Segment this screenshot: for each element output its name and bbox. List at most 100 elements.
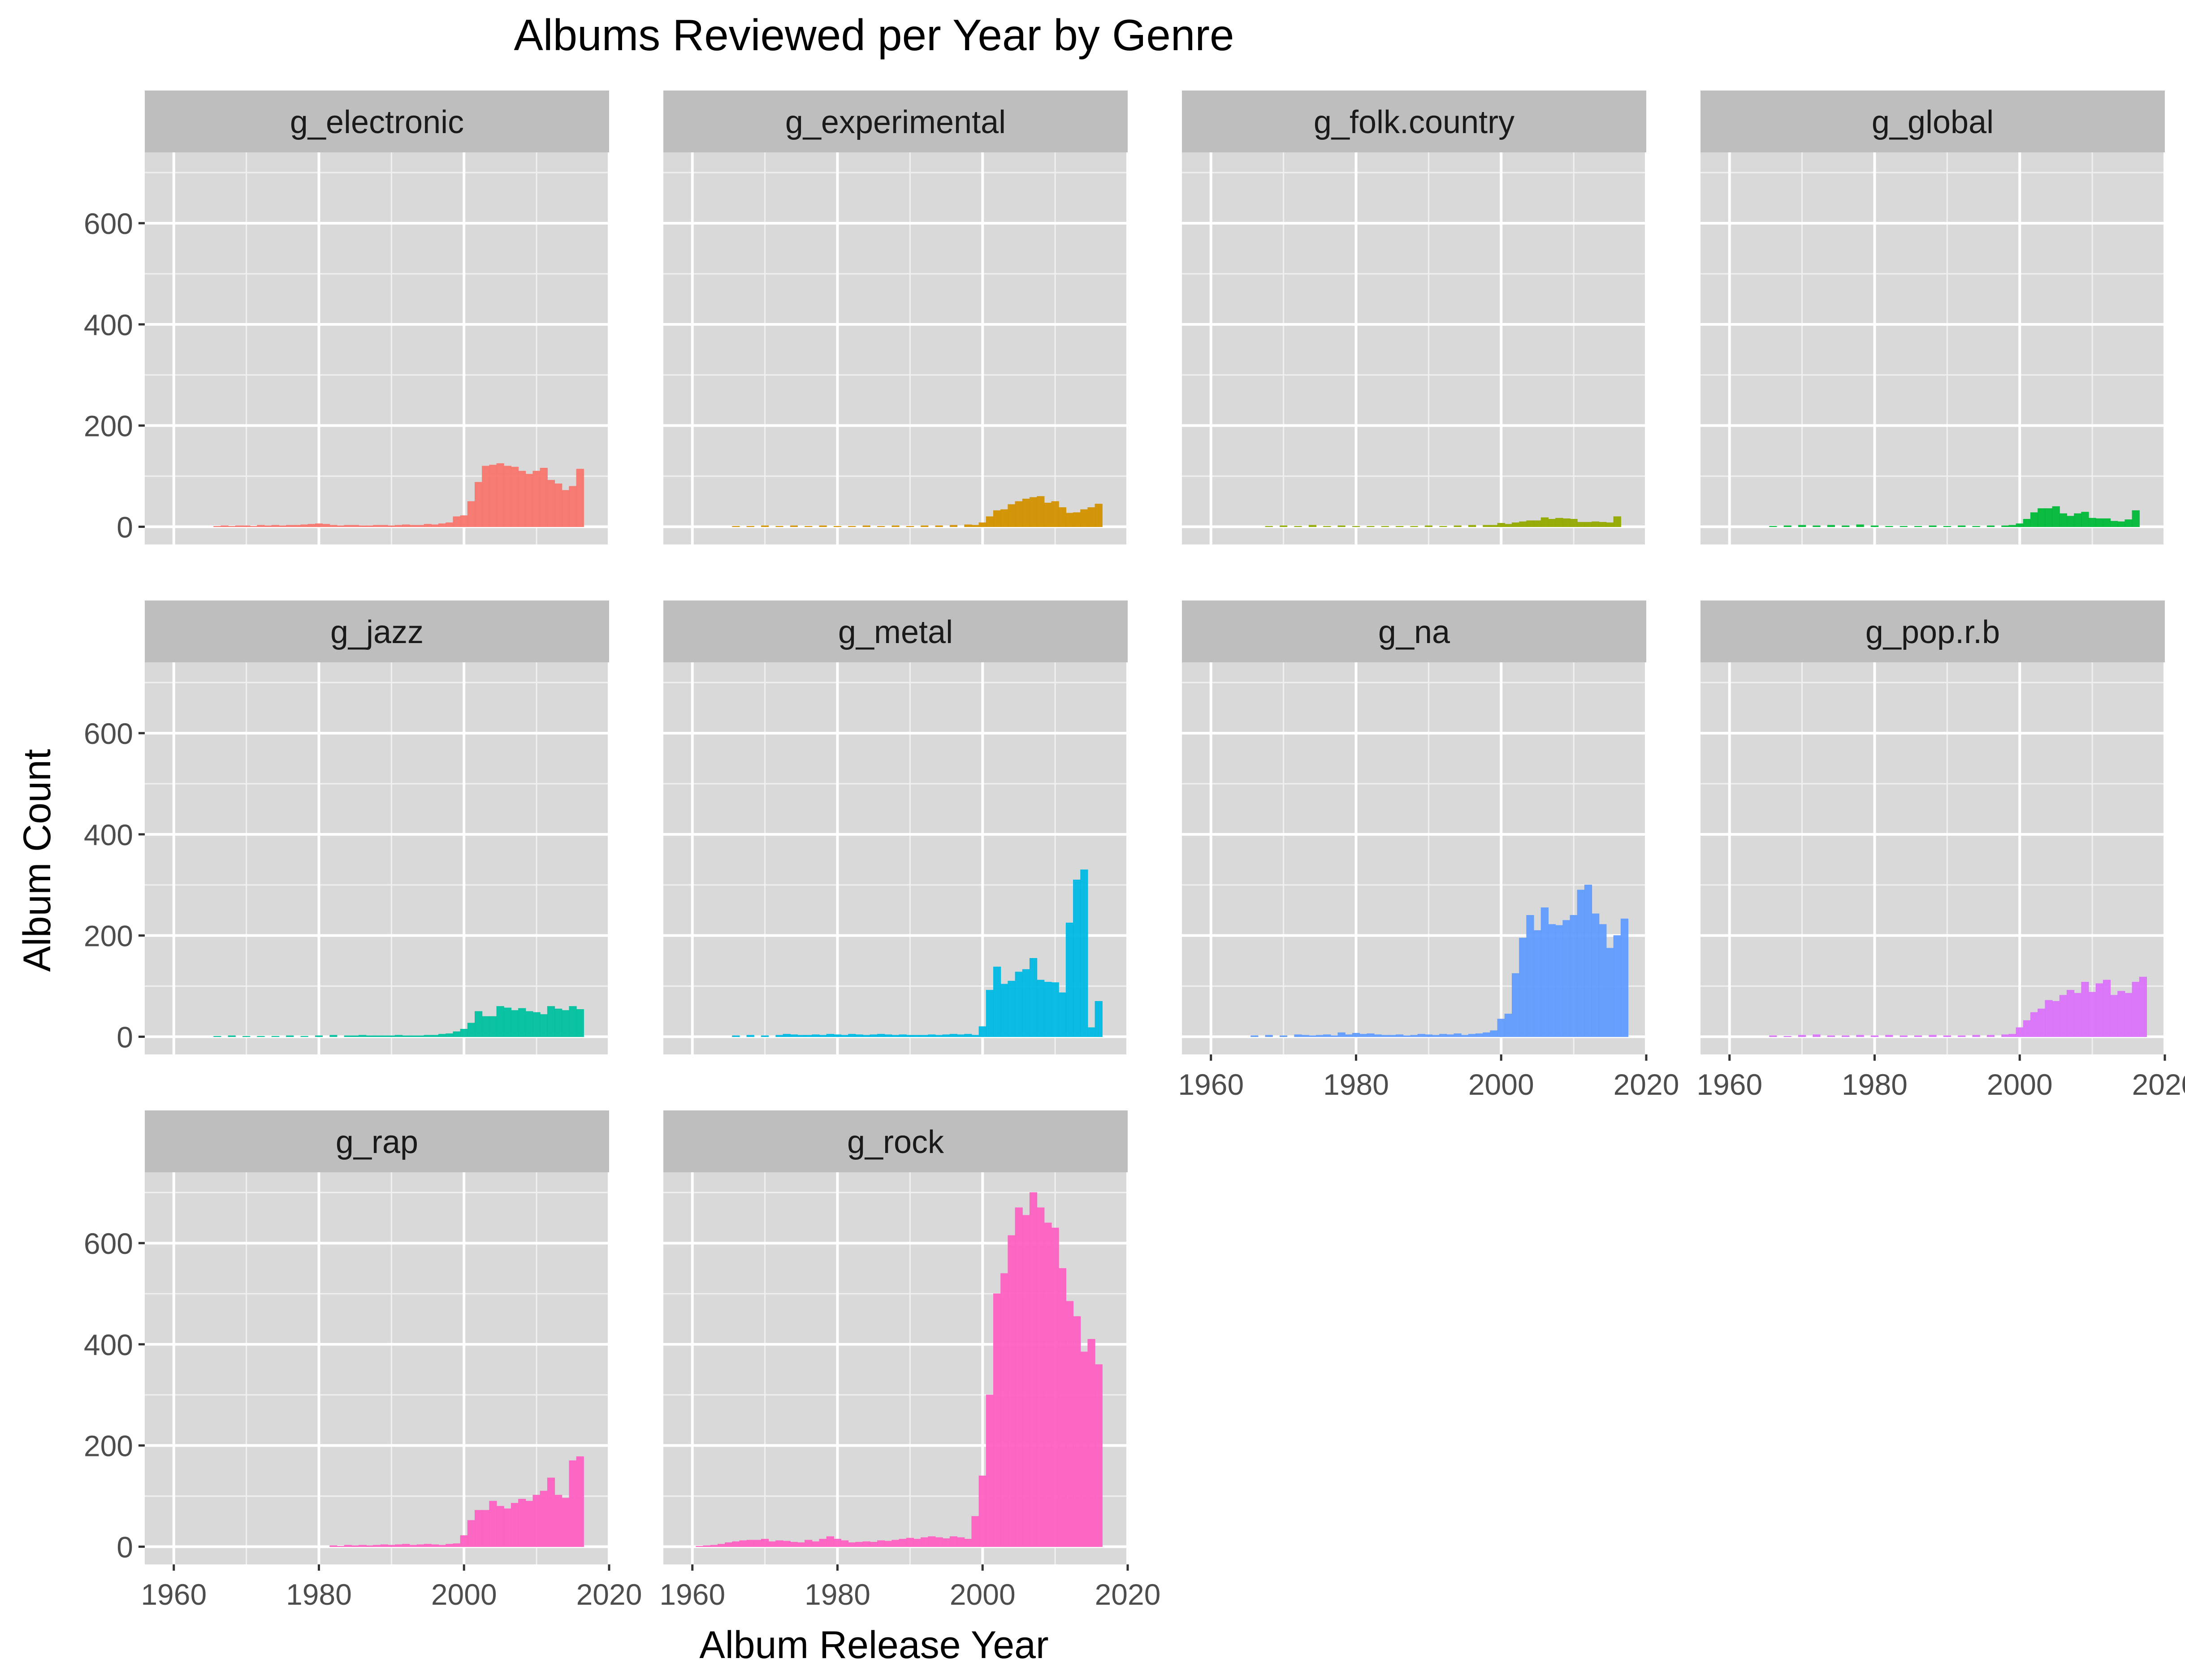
bar (1080, 509, 1088, 527)
facet-strip (145, 600, 609, 662)
bar (775, 1540, 783, 1547)
panel-background (1700, 152, 2165, 544)
y-tick-label: 200 (84, 410, 133, 443)
bar (576, 1456, 584, 1547)
x-tick-label: 2000 (431, 1578, 497, 1611)
bar (805, 526, 813, 527)
bar (228, 1035, 236, 1037)
bar (993, 510, 1001, 527)
bar (1899, 526, 1908, 527)
facet-strip (1700, 91, 2165, 152)
bar (1044, 982, 1052, 1037)
x-tick-label: 1960 (1178, 1068, 1244, 1101)
bar (1410, 1035, 1418, 1037)
bar (1065, 513, 1074, 527)
bar (710, 1545, 718, 1547)
y-tick-label: 0 (117, 510, 133, 544)
bar (482, 1510, 490, 1547)
bar (307, 524, 316, 527)
bar (1943, 526, 1951, 527)
bar (2016, 523, 2024, 527)
bar (467, 501, 476, 527)
bar (482, 466, 490, 527)
bar (1294, 1034, 1302, 1037)
x-tick-label: 2000 (1468, 1068, 1534, 1101)
y-tick-label: 600 (84, 207, 133, 240)
bar (1606, 522, 1614, 527)
bar (1577, 890, 1585, 1037)
bar (1265, 526, 1273, 527)
bar (753, 1540, 762, 1547)
facet-strip-label: g_na (1378, 614, 1450, 650)
bar (993, 967, 1001, 1037)
bar (467, 1023, 476, 1037)
facet-panel-g-global: g_global (1700, 91, 2166, 544)
bar (569, 486, 577, 527)
bar (1613, 935, 1621, 1037)
bar (732, 526, 740, 527)
bar (511, 466, 519, 527)
bar (416, 1035, 424, 1037)
bar (2132, 982, 2140, 1037)
bar (496, 1506, 504, 1547)
bar (862, 1541, 870, 1547)
bar (1330, 1035, 1338, 1037)
bar (1022, 498, 1030, 527)
bar (257, 525, 265, 527)
bar (540, 1014, 548, 1037)
bar (1087, 1339, 1095, 1547)
bar (387, 1545, 395, 1547)
bar (489, 1016, 497, 1037)
bar (1958, 1035, 1966, 1037)
bar (373, 1545, 381, 1547)
bar (862, 525, 870, 527)
facet-strip (145, 91, 609, 152)
bar (841, 1540, 849, 1547)
bar (1986, 525, 1995, 527)
bar (884, 1034, 892, 1037)
bar (761, 1539, 769, 1547)
bar (1323, 1034, 1331, 1037)
bar (293, 525, 301, 527)
facet-panels: g_electronic 0 200 400 600 g_experimental g_fo… (84, 91, 2185, 1611)
bar (532, 1494, 541, 1547)
bar (1058, 507, 1066, 527)
bar (978, 522, 986, 527)
bar (460, 515, 468, 527)
bar (2023, 1020, 2031, 1037)
bar (913, 1539, 922, 1547)
bar (746, 526, 754, 527)
bar (213, 526, 221, 527)
bar (1439, 526, 1447, 527)
bar (453, 1031, 461, 1037)
bar (1417, 1034, 1425, 1037)
facet-panel-g-electronic: g_electronic 0 200 400 600 (84, 91, 610, 544)
panel-background (663, 152, 1128, 544)
bar (380, 525, 388, 527)
bar (1000, 984, 1008, 1037)
x-tick-label: 1960 (1696, 1068, 1762, 1101)
bar (1396, 526, 1404, 527)
bar (525, 474, 533, 527)
bar (1475, 1033, 1484, 1037)
bar (2095, 518, 2103, 527)
bar (394, 525, 403, 527)
bar (964, 1034, 972, 1037)
bar (402, 1035, 410, 1037)
chart-title: Albums Reviewed per Year by Genre (514, 10, 1234, 60)
bar (2008, 1034, 2016, 1037)
bar (971, 1516, 979, 1547)
bar (1022, 1215, 1030, 1547)
bar (409, 525, 417, 527)
panel-background (145, 662, 609, 1054)
bar (978, 1475, 986, 1547)
bar (1497, 523, 1505, 527)
bar (235, 525, 243, 527)
bar (438, 523, 446, 527)
bar (986, 990, 994, 1037)
bar (554, 1008, 562, 1037)
facet-panel-g-pop-r-b: g_pop.r.b 1960 1980 2000 2020 (1696, 600, 2185, 1101)
x-tick-label: 2020 (1095, 1578, 1161, 1611)
bar (1403, 1035, 1411, 1037)
facet-strip (663, 600, 1128, 662)
